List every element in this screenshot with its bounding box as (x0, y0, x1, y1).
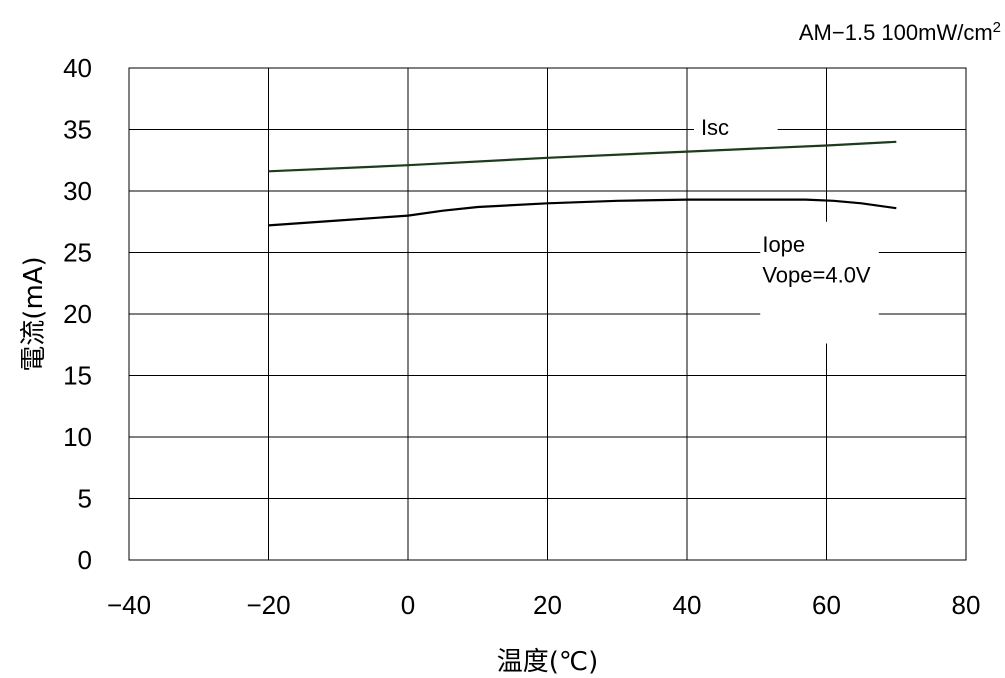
y-tick-label: 30 (63, 176, 92, 206)
x-tick-label: 0 (401, 590, 415, 620)
x-tick-label: −20 (246, 590, 290, 620)
vope-label: Vope=4.0V (762, 263, 871, 288)
y-tick-labels: 0 5 10 15 20 25 30 35 40 (63, 53, 92, 575)
isc-label-bg (693, 101, 778, 136)
y-tick-label: 20 (63, 299, 92, 329)
series-line-iope (268, 198, 897, 227)
x-tick-label: 40 (673, 590, 702, 620)
x-tick-label: 60 (812, 590, 841, 620)
series-group (268, 140, 897, 227)
y-tick-label: 35 (63, 115, 92, 145)
isc-label: Isc (701, 115, 729, 140)
y-tick-label: 40 (63, 53, 92, 83)
x-tick-label: −40 (107, 590, 151, 620)
annotation-group: Isc Iope Vope=4.0V (693, 101, 879, 344)
y-tick-label: 25 (63, 238, 92, 268)
condition-text: AM−1.5 100mW/cm (799, 20, 993, 45)
condition-label: AM−1.5 100mW/cm2 (799, 19, 1001, 45)
series-line-isc (268, 140, 897, 173)
x-tick-label: 20 (533, 590, 562, 620)
y-tick-label: 5 (78, 484, 92, 514)
iope-label-bg (760, 221, 879, 344)
condition-superscript: 2 (993, 19, 1001, 36)
x-tick-labels: −40 −20 0 20 40 60 80 (107, 590, 981, 620)
x-tick-label: 80 (952, 590, 981, 620)
iope-label: Iope (762, 232, 805, 257)
y-tick-label: 15 (63, 361, 92, 391)
y-axis-label: 電流(mA) (19, 256, 49, 371)
y-tick-label: 0 (78, 545, 92, 575)
plot-area-frame (128, 67, 967, 561)
y-tick-label: 10 (63, 422, 92, 452)
x-axis-label: 温度(℃) (497, 647, 599, 677)
